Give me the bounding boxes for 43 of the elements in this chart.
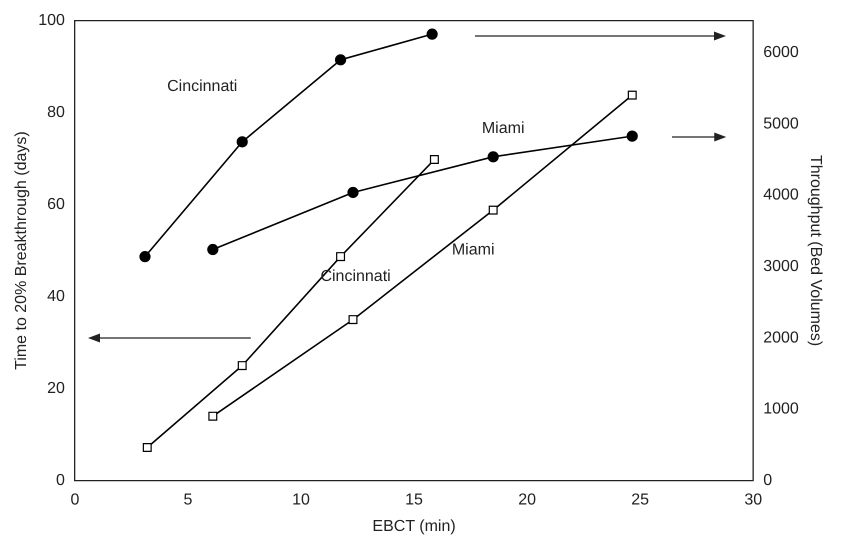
text: Cincinnati <box>167 78 238 96</box>
y-axis-title: Time to 20% Breakthrough (days) <box>13 131 30 370</box>
x-tick-label: 0 <box>70 492 80 509</box>
y-tick-label: 0 <box>56 472 65 490</box>
y-tick-label: 40 <box>47 288 65 306</box>
series-label: Miami <box>452 242 495 259</box>
point <box>628 90 637 100</box>
point <box>348 315 358 324</box>
y2-tick-label: 1000 <box>763 400 799 418</box>
point <box>207 244 218 256</box>
series-label: Cincinnati <box>320 268 391 285</box>
y2-tick-label: 6000 <box>763 44 799 62</box>
point <box>626 130 638 142</box>
y-tick-label: 100 <box>38 12 65 30</box>
point <box>236 136 248 148</box>
point <box>208 412 218 421</box>
point <box>488 151 499 162</box>
y-tick-label: 80 <box>47 104 65 122</box>
y2-tick-label: 3000 <box>763 258 799 276</box>
x-axis-title: EBCT (min) <box>372 518 456 535</box>
point <box>142 442 152 452</box>
x-tick-label: 20 <box>518 492 536 509</box>
y-tick-label: 60 <box>47 196 65 214</box>
point <box>139 251 151 262</box>
point <box>488 206 498 215</box>
x-tick-label: 10 <box>292 492 310 509</box>
series-label: Miami <box>482 120 525 138</box>
point <box>334 54 346 66</box>
point <box>336 252 346 262</box>
y2-tick-label: 0 <box>763 472 772 490</box>
y2-tick-label: 5000 <box>763 115 799 132</box>
x-tick-label: 25 <box>631 492 650 509</box>
y2-tick-label: 2000 <box>763 329 799 346</box>
point <box>426 28 438 40</box>
point <box>238 361 247 370</box>
x-tick-label: 30 <box>744 492 762 509</box>
point <box>430 155 439 164</box>
y2-axis-title: Throughput (Bed Volumes) <box>806 154 824 346</box>
y2-tick-label: 4000 <box>763 186 799 204</box>
point <box>347 186 359 198</box>
y-tick-label: 20 <box>47 380 65 398</box>
x-tick-label: 5 <box>183 492 192 509</box>
x-tick-label: 15 <box>405 492 424 509</box>
